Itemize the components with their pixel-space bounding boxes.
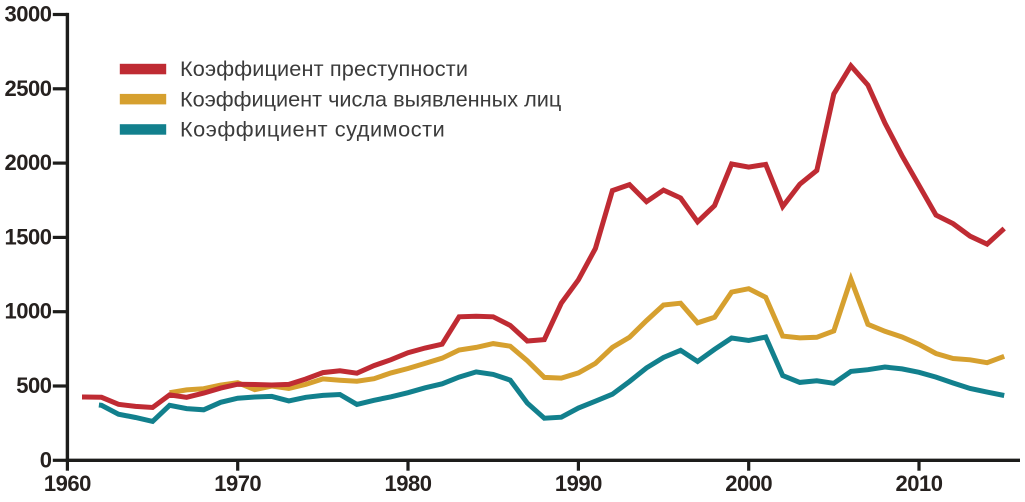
svg-text:1960: 1960 xyxy=(44,471,91,496)
svg-text:1500: 1500 xyxy=(5,224,52,249)
svg-text:Коэффициент преступности: Коэффициент преступности xyxy=(180,56,468,81)
svg-text:1980: 1980 xyxy=(385,471,432,496)
svg-text:2500: 2500 xyxy=(5,76,52,101)
svg-text:0: 0 xyxy=(40,447,52,472)
svg-text:1000: 1000 xyxy=(5,299,52,324)
svg-text:1990: 1990 xyxy=(555,471,602,496)
svg-text:2000: 2000 xyxy=(725,471,772,496)
svg-text:3000: 3000 xyxy=(5,2,52,27)
svg-text:2000: 2000 xyxy=(5,150,52,175)
svg-text:Коэффициент числа выявленных л: Коэффициент числа выявленных лиц xyxy=(180,86,561,111)
svg-text:500: 500 xyxy=(16,373,51,398)
svg-text:1970: 1970 xyxy=(214,471,261,496)
svg-text:2010: 2010 xyxy=(896,471,943,496)
svg-text:Коэффициент судимости: Коэффициент судимости xyxy=(180,117,445,142)
